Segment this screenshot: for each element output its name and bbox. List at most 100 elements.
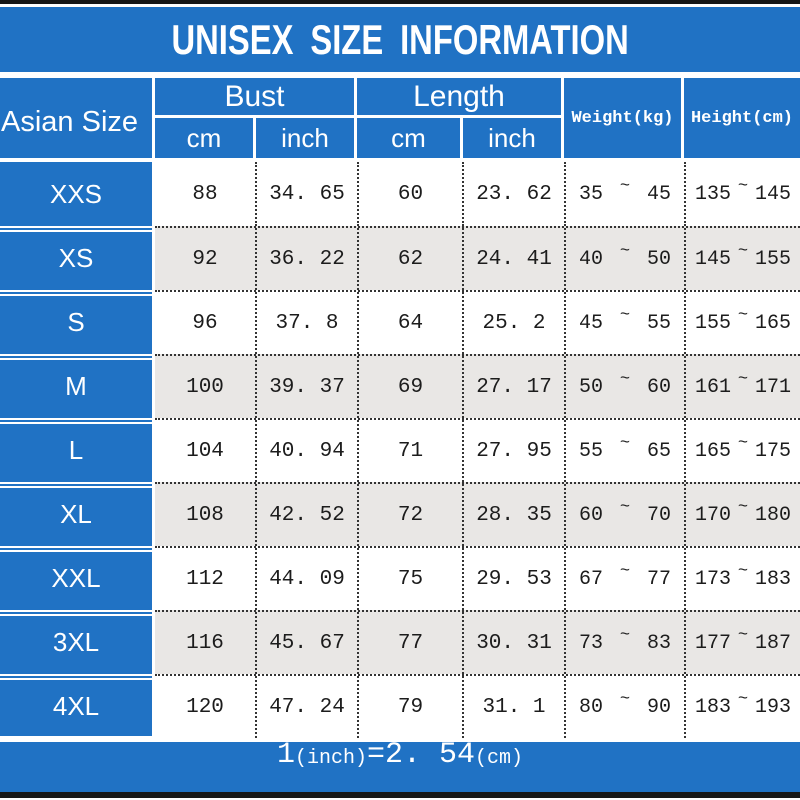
length-inch-value: 29. 53 <box>462 548 564 610</box>
table-row: M 100 39. 37 69 27. 17 50 ~ 60 161 ~ 171 <box>0 354 800 418</box>
tilde-separator: ~ <box>737 369 749 389</box>
weight-max-value: 83 <box>646 631 671 655</box>
tilde-separator: ~ <box>737 176 749 196</box>
height-range: 173 ~ 183 <box>684 548 800 610</box>
size-label: XXL <box>0 546 152 610</box>
weight-max-value: 50 <box>646 247 671 271</box>
title-bar: UNISEX SIZE INFORMATION <box>0 7 800 72</box>
weight-range: 60 ~ 70 <box>564 484 684 546</box>
length-inch-value: 24. 41 <box>462 228 564 290</box>
bust-inch-value: 36. 22 <box>255 228 357 290</box>
header-weight: Weight(kg) <box>564 78 681 158</box>
bottom-frame-line <box>0 792 800 798</box>
table-header: Asian Size Bust cm inch Length cm inch W… <box>0 78 800 158</box>
tilde-separator: ~ <box>619 241 631 261</box>
height-range: 177 ~ 187 <box>684 612 800 674</box>
bust-inch-value: 37. 8 <box>255 292 357 354</box>
bust-cm-value: 112 <box>186 567 224 591</box>
weight-max-value: 77 <box>646 567 671 591</box>
size-label: M <box>0 354 152 418</box>
weight-min-value: 55 <box>579 439 604 463</box>
row-values: 112 44. 09 75 29. 53 67 ~ 77 173 ~ 183 <box>155 546 800 610</box>
length-inch-value: 25. 2 <box>462 292 564 354</box>
height-min-value: 161 <box>695 375 732 399</box>
weight-range: 73 ~ 83 <box>564 612 684 674</box>
height-min-value: 155 <box>695 311 732 335</box>
row-values: 116 45. 67 77 30. 31 73 ~ 83 177 ~ 187 <box>155 610 800 674</box>
tilde-separator: ~ <box>737 241 749 261</box>
header-length-cm: cm <box>357 118 460 158</box>
bust-cm-value: 120 <box>186 695 224 719</box>
size-label: S <box>0 290 152 354</box>
height-max-value: 145 <box>754 182 791 206</box>
row-values: 120 47. 24 79 31. 1 80 ~ 90 183 ~ 193 <box>155 674 800 738</box>
table-row: XL 108 42. 52 72 28. 35 60 ~ 70 170 ~ 18… <box>0 482 800 546</box>
weight-min-value: 50 <box>579 375 604 399</box>
tilde-separator: ~ <box>737 561 749 581</box>
height-range: 135 ~ 145 <box>684 162 800 226</box>
height-min-value: 173 <box>695 567 732 591</box>
row-values: 96 37. 8 64 25. 2 45 ~ 55 155 ~ 165 <box>155 290 800 354</box>
weight-max-value: 90 <box>646 695 671 719</box>
length-inch-value: 30. 31 <box>462 612 564 674</box>
weight-min-value: 67 <box>579 567 604 591</box>
bust-cm-value: 100 <box>186 375 224 399</box>
length-inch-value: 27. 17 <box>462 356 564 418</box>
row-values: 104 40. 94 71 27. 95 55 ~ 65 165 ~ 175 <box>155 418 800 482</box>
conversion-note: 1 (inch) =2. 54 (cm) <box>277 738 523 772</box>
table-row: 4XL 120 47. 24 79 31. 1 80 ~ 90 183 ~ 19… <box>0 674 800 738</box>
bust-cm-value: 116 <box>186 631 224 655</box>
bust-cm-value: 88 <box>192 182 218 206</box>
length-cm-value: 62 <box>357 228 462 290</box>
height-range: 170 ~ 180 <box>684 484 800 546</box>
length-cm-value: 64 <box>357 292 462 354</box>
row-values: 108 42. 52 72 28. 35 60 ~ 70 170 ~ 180 <box>155 482 800 546</box>
tilde-separator: ~ <box>619 433 631 453</box>
height-min-value: 145 <box>695 247 732 271</box>
table-row: XXL 112 44. 09 75 29. 53 67 ~ 77 173 ~ 1… <box>0 546 800 610</box>
weight-max-value: 45 <box>646 182 671 206</box>
height-max-value: 183 <box>754 567 791 591</box>
table-row: L 104 40. 94 71 27. 95 55 ~ 65 165 ~ 175 <box>0 418 800 482</box>
table-body: XXS 88 34. 65 60 23. 62 35 ~ 45 135 ~ 14… <box>0 162 800 738</box>
size-label: L <box>0 418 152 482</box>
table-row: S 96 37. 8 64 25. 2 45 ~ 55 155 ~ 165 <box>0 290 800 354</box>
top-frame-line <box>0 0 800 4</box>
height-range: 183 ~ 193 <box>684 676 800 738</box>
size-label: 4XL <box>0 674 152 738</box>
size-label: XXS <box>0 162 152 226</box>
footer-text-part: (cm) <box>475 746 524 770</box>
weight-min-value: 45 <box>579 311 604 335</box>
header-length-inch: inch <box>463 118 561 158</box>
height-min-value: 170 <box>695 503 732 527</box>
header-length-label: Length <box>357 78 561 115</box>
height-max-value: 187 <box>754 631 791 655</box>
bust-cm-value: 108 <box>186 503 224 527</box>
tilde-separator: ~ <box>619 305 631 325</box>
length-inch-value: 27. 95 <box>462 420 564 482</box>
weight-max-value: 55 <box>646 311 671 335</box>
tilde-separator: ~ <box>737 497 749 517</box>
length-cm-value: 77 <box>357 612 462 674</box>
bust-inch-value: 39. 37 <box>255 356 357 418</box>
length-inch-value: 28. 35 <box>462 484 564 546</box>
row-values: 100 39. 37 69 27. 17 50 ~ 60 161 ~ 171 <box>155 354 800 418</box>
tilde-separator: ~ <box>619 689 631 709</box>
length-cm-value: 69 <box>357 356 462 418</box>
row-values: 88 34. 65 60 23. 62 35 ~ 45 135 ~ 145 <box>155 162 800 226</box>
height-max-value: 165 <box>754 311 791 335</box>
weight-range: 45 ~ 55 <box>564 292 684 354</box>
height-min-value: 177 <box>695 631 732 655</box>
header-length-subrow: cm inch <box>357 118 561 158</box>
tilde-separator: ~ <box>619 497 631 517</box>
weight-range: 35 ~ 45 <box>564 162 684 226</box>
tilde-separator: ~ <box>619 561 631 581</box>
length-cm-value: 71 <box>357 420 462 482</box>
weight-range: 50 ~ 60 <box>564 356 684 418</box>
height-range: 165 ~ 175 <box>684 420 800 482</box>
bust-inch-value: 42. 52 <box>255 484 357 546</box>
header-group-bust: Bust cm inch <box>155 78 354 158</box>
header-height: Height(cm) <box>684 78 800 158</box>
height-range: 145 ~ 155 <box>684 228 800 290</box>
